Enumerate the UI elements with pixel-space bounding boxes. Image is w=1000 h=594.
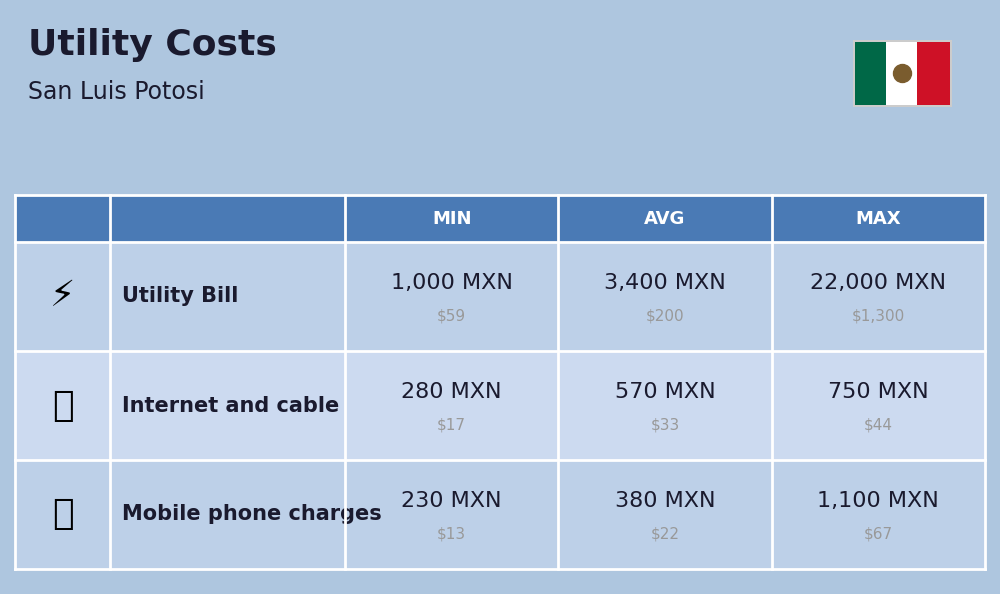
Text: $17: $17 — [437, 418, 466, 432]
Text: Internet and cable: Internet and cable — [122, 396, 339, 415]
Text: 3,400 MXN: 3,400 MXN — [604, 273, 726, 293]
Text: 280 MXN: 280 MXN — [401, 383, 502, 402]
Text: 1,000 MXN: 1,000 MXN — [391, 273, 513, 293]
Bar — [15, 242, 985, 351]
Text: AVG: AVG — [644, 210, 686, 228]
Bar — [15, 460, 985, 569]
Text: $22: $22 — [650, 527, 680, 542]
Text: $59: $59 — [437, 309, 466, 324]
Text: Mobile phone charges: Mobile phone charges — [122, 504, 382, 525]
Text: Utility Costs: Utility Costs — [28, 28, 277, 62]
Circle shape — [894, 65, 912, 83]
Text: Utility Bill: Utility Bill — [122, 286, 238, 307]
Text: 380 MXN: 380 MXN — [615, 491, 715, 511]
Bar — [853, 40, 952, 107]
Bar — [855, 42, 886, 105]
Text: $67: $67 — [864, 527, 893, 542]
Text: 570 MXN: 570 MXN — [615, 383, 715, 402]
Text: 230 MXN: 230 MXN — [401, 491, 502, 511]
Bar — [886, 42, 918, 105]
Text: $13: $13 — [437, 527, 466, 542]
Bar — [15, 195, 985, 242]
Text: $44: $44 — [864, 418, 893, 432]
Text: 📡: 📡 — [52, 388, 73, 422]
Bar — [917, 42, 950, 105]
Text: $1,300: $1,300 — [852, 309, 905, 324]
Text: 22,000 MXN: 22,000 MXN — [810, 273, 946, 293]
Text: San Luis Potosi: San Luis Potosi — [28, 80, 205, 104]
Text: ⚡: ⚡ — [50, 280, 75, 314]
Text: 750 MXN: 750 MXN — [828, 383, 929, 402]
Text: 📱: 📱 — [52, 498, 73, 532]
Text: 1,100 MXN: 1,100 MXN — [817, 491, 939, 511]
Text: MAX: MAX — [856, 210, 901, 228]
Text: $33: $33 — [650, 418, 680, 432]
Bar — [15, 351, 985, 460]
Text: MIN: MIN — [432, 210, 471, 228]
Text: $200: $200 — [646, 309, 684, 324]
